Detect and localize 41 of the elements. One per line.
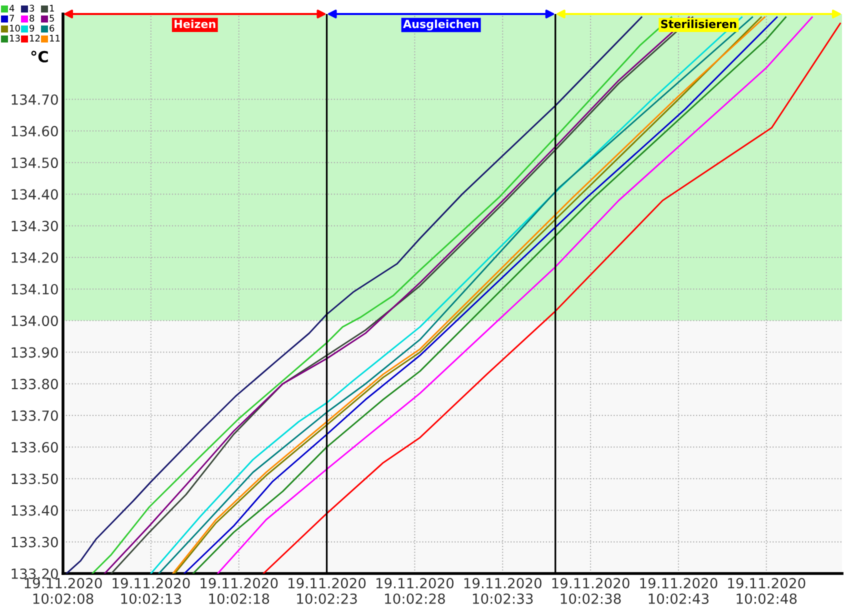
y-tick-label: 134.60: [12, 126, 58, 136]
legend-label: 5: [50, 14, 54, 22]
x-tick-label: 19.11.2020 10:02:48: [728, 578, 806, 604]
legend-label: 10: [10, 24, 20, 32]
y-tick-label: 133.20: [12, 568, 58, 579]
x-tick-label: 19.11.2020 10:02:13: [112, 578, 190, 604]
y-tick-label: 134.10: [12, 284, 58, 294]
legend-label: 4: [9, 4, 14, 12]
annotation: Heizen: [174, 20, 216, 28]
y-tick-label: 133.70: [12, 410, 58, 421]
legend-label: 6: [50, 24, 54, 32]
x-tick-label: 19.11.2020 10:02:18: [200, 578, 278, 604]
legend-label: 13: [10, 34, 20, 42]
legend-label: 8: [30, 14, 34, 22]
y-axis-title: °C: [31, 50, 48, 62]
legend-label: 12: [30, 34, 40, 42]
x-tick-label: 19.11.2020 10:02:08: [24, 578, 102, 604]
legend-label: 11: [50, 34, 60, 42]
x-tick-label: 19.11.2020 10:02:28: [376, 578, 454, 604]
y-tick-label: 134.00: [12, 316, 58, 326]
x-tick-label: 19.11.2020 10:02:23: [288, 578, 366, 604]
y-tick-label: 134.50: [12, 158, 58, 168]
legend-label: 1: [50, 4, 54, 12]
y-tick-label: 133.60: [12, 442, 58, 453]
annotation: Sterilisieren: [661, 20, 736, 28]
x-tick-label: 19.11.2020 10:02:43: [640, 578, 718, 604]
y-tick-label: 134.70: [12, 94, 58, 105]
y-tick-label: 133.80: [12, 378, 58, 390]
y-tick-label: 133.30: [12, 536, 58, 548]
y-tick-label: 134.30: [12, 220, 58, 232]
x-tick-label: 19.11.2020 10:02:33: [464, 578, 542, 604]
legend-label: 3: [30, 4, 34, 12]
y-tick-label: 133.50: [12, 474, 58, 484]
y-tick-label: 133.40: [12, 505, 58, 516]
y-tick-label: 134.20: [12, 252, 58, 263]
annotation: Ausgleichen: [403, 20, 478, 30]
x-tick-label: 19.11.2020 10:02:38: [552, 578, 630, 604]
y-tick-label: 133.90: [12, 347, 58, 358]
y-tick-label: 134.40: [12, 189, 58, 200]
legend-label: 7: [10, 14, 14, 22]
legend-label: 9: [30, 24, 34, 32]
